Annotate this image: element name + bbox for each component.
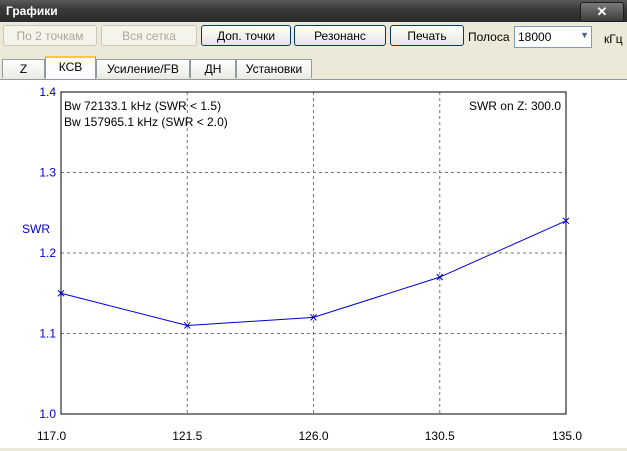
y-tick-label: 1.3 [39,166,56,180]
y-axis-label: SWR [22,222,50,236]
x-tick-label: 126.0 [298,429,328,443]
band-label: Полоса [468,30,510,44]
window-title: Графики [6,4,58,18]
tab-z[interactable]: Z [2,59,45,78]
full-grid-button[interactable]: Вся сетка [101,25,197,46]
data-point-marker [57,289,65,297]
data-point-marker [436,273,444,281]
x-tick-label: 117.0 [37,429,66,443]
bandwidth-1-annotation: Bw 72133.1 kHz (SWR < 1.5) [64,99,221,113]
plot-frame [60,91,567,415]
tab-gain-fb[interactable]: Усиление/FB [96,59,190,78]
band-value: 18000 [518,30,552,44]
toolbar: По 2 точкам Вся сетка Доп. точки Резонан… [0,22,627,52]
data-point-marker [562,217,570,225]
close-icon: ✕ [596,4,608,19]
y-ticks: 1.0 1.1 1.2 1.3 1.4 [39,85,56,421]
data-point-marker [183,322,191,329]
extra-points-button[interactable]: Доп. точки [201,25,291,46]
y-tick-label: 1.4 [39,85,56,99]
title-bar: Графики ✕ [0,0,627,22]
x-ticks: 117.0 121.5 126.0 130.5 135.0 [37,429,582,443]
series-swr [57,217,570,329]
tab-swr[interactable]: КСВ [45,56,96,79]
y-tick-label: 1.2 [39,246,56,260]
swr-on-z-annotation: SWR on Z: 300.0 [469,99,561,113]
band-select[interactable]: 18000 ▼ [514,26,592,48]
data-point-marker [310,314,317,321]
resonance-button[interactable]: Резонанс [294,25,386,46]
y-tick-label: 1.1 [39,327,56,341]
bandwidth-2-annotation: Bw 157965.1 kHz (SWR < 2.0) [64,115,228,129]
tab-settings[interactable]: Установки [236,59,312,78]
chevron-down-icon[interactable]: ▼ [580,30,589,40]
x-tick-label: 130.5 [425,429,455,443]
grid [61,92,566,414]
by-2-points-button[interactable]: По 2 точкам [3,25,97,46]
band-unit: кГц [604,32,623,46]
x-tick-label: 135.0 [552,429,582,443]
plot-area: 1.0 1.1 1.2 1.3 1.4 117.0 121.5 126.0 130.5 135.… [0,80,627,448]
y-tick-label: 1.0 [39,407,56,421]
print-button[interactable]: Печать [390,25,464,46]
x-tick-label: 121.5 [172,429,202,443]
tab-pattern[interactable]: ДН [190,59,236,78]
swr-chart: 1.0 1.1 1.2 1.3 1.4 117.0 121.5 126.0 130.5 135.… [22,85,582,443]
tab-strip: Z КСВ Усиление/FB ДН Установки [0,55,627,80]
close-button[interactable]: ✕ [580,2,624,22]
